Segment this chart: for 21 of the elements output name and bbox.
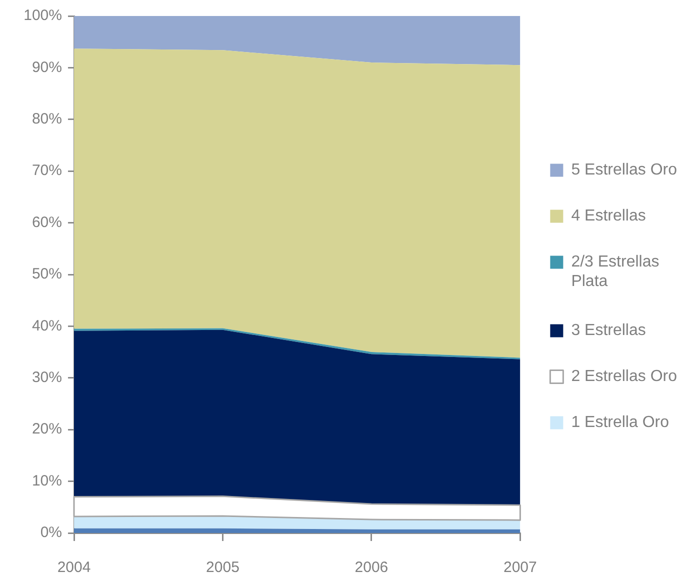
y-tick-label: 30%	[32, 369, 62, 386]
y-tick-label: 0%	[40, 524, 62, 542]
y-tick-label: 40%	[32, 317, 62, 334]
legend-label: 1 Estrella Oro	[571, 414, 670, 432]
x-tick-label: 2004	[57, 559, 91, 576]
y-tick-label: 100%	[24, 7, 62, 24]
y-tick-label: 20%	[32, 420, 62, 438]
legend-label: 5 Estrellas Oro	[571, 162, 678, 179]
legend-label: 3 Estrellas	[571, 322, 646, 340]
x-tick-label: 2006	[354, 559, 388, 576]
y-tick-label: 10%	[32, 472, 62, 490]
y-tick-label: 60%	[32, 214, 62, 231]
x-tick-label: 2007	[504, 559, 537, 576]
x-tick-label: 2005	[206, 559, 240, 576]
y-tick-label: 90%	[32, 58, 62, 76]
legend-label: 2 Estrellas Oro	[571, 368, 678, 386]
y-tick-label: 50%	[32, 266, 62, 283]
y-tick-label: 70%	[32, 162, 62, 180]
legend-label: 2/3 Estrellas Plata	[571, 254, 660, 290]
legend-label: 4 Estrellas	[571, 208, 646, 225]
y-tick-label: 80%	[32, 110, 62, 128]
